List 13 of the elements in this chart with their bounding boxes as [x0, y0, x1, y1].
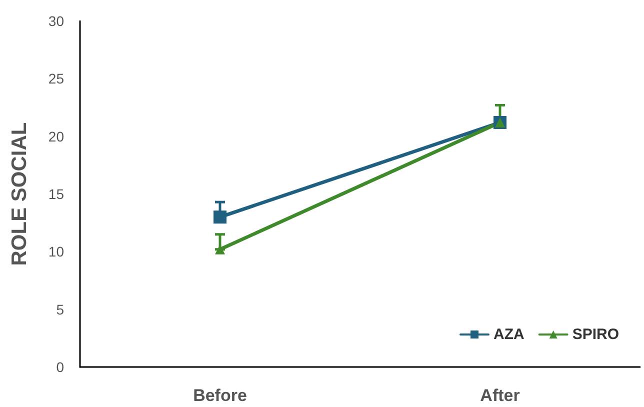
legend-label: AZA [493, 326, 524, 343]
y-axis-title: ROLE SOCIAL [8, 122, 31, 266]
legend-label: SPIRO [572, 326, 620, 343]
y-tick-label: 0 [56, 359, 64, 375]
y-tick-label: 25 [48, 70, 64, 87]
y-tick-label: 15 [48, 186, 64, 202]
x-tick-label: Before [193, 386, 247, 405]
y-tick-label: 30 [48, 13, 64, 29]
y-tick-label: 20 [48, 128, 64, 144]
y-tick-label: 10 [48, 244, 64, 260]
y-tick-label: 5 [56, 301, 64, 318]
point [214, 210, 226, 224]
x-tick-label: After [480, 386, 520, 405]
